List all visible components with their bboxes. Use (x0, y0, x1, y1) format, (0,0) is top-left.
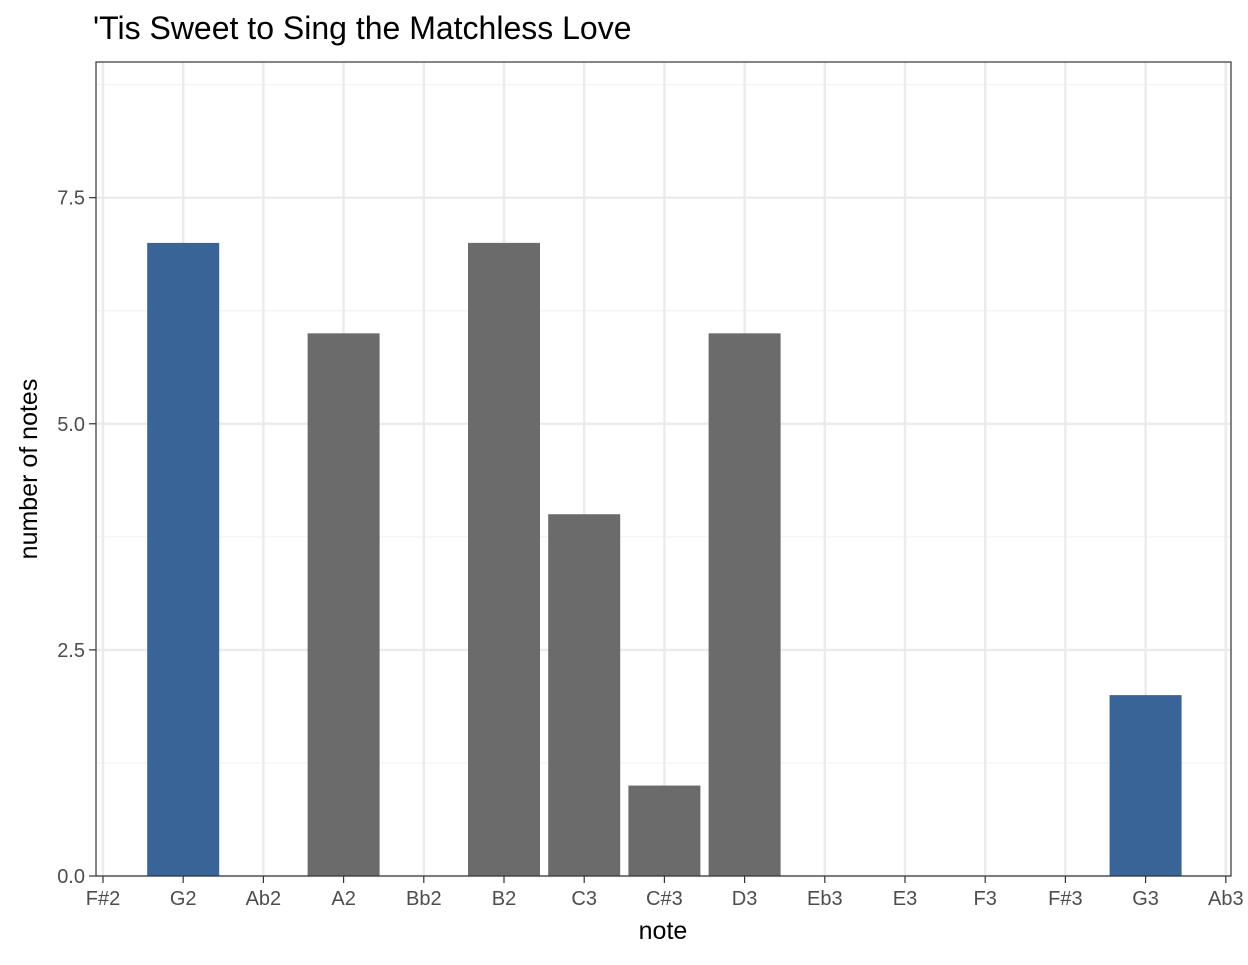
x-axis: F#2 G2 Ab2 A2 Bb2 B2 C3 C#3 D3 Eb3 E3 F3 F#3 G3 Ab3 (86, 876, 1244, 910)
y-tick-label: 0.0 (57, 866, 85, 888)
bar-C#3 (628, 785, 701, 876)
x-tick-label: Bb2 (406, 888, 442, 910)
bars (147, 242, 1182, 876)
bar-D3 (708, 333, 781, 876)
x-tick-label: Eb3 (807, 888, 843, 910)
y-axis-title: number of notes (15, 379, 43, 560)
x-tick-label: Ab2 (246, 888, 282, 910)
bar-C3 (548, 514, 621, 876)
x-tick-label: G3 (1132, 888, 1159, 910)
bar-G2 (147, 242, 220, 876)
x-tick-label: D3 (732, 888, 758, 910)
x-tick-label: A2 (331, 888, 355, 910)
x-tick-label: F#3 (1048, 888, 1082, 910)
y-tick-label: 7.5 (57, 188, 85, 210)
grid-lines (96, 62, 1231, 878)
x-tick-label: G2 (170, 888, 197, 910)
x-tick-label: C#3 (646, 888, 683, 910)
x-tick-label: F#2 (86, 888, 120, 910)
y-tick-label: 5.0 (57, 414, 85, 436)
x-axis-title: note (639, 917, 688, 945)
bar-G3 (1109, 695, 1182, 876)
y-tick-label: 2.5 (57, 640, 85, 662)
bar-A2 (307, 333, 380, 876)
y-axis: 0.0 2.5 5.0 7.5 (57, 188, 96, 888)
x-tick-label: E3 (893, 888, 917, 910)
x-tick-label: Ab3 (1208, 888, 1244, 910)
x-tick-label: B2 (492, 888, 516, 910)
bar-B2 (468, 242, 540, 876)
chart-title: 'Tis Sweet to Sing the Matchless Love (93, 10, 632, 46)
panel-border (95, 61, 1232, 877)
x-tick-label: C3 (571, 888, 597, 910)
x-tick-label: F3 (974, 888, 997, 910)
